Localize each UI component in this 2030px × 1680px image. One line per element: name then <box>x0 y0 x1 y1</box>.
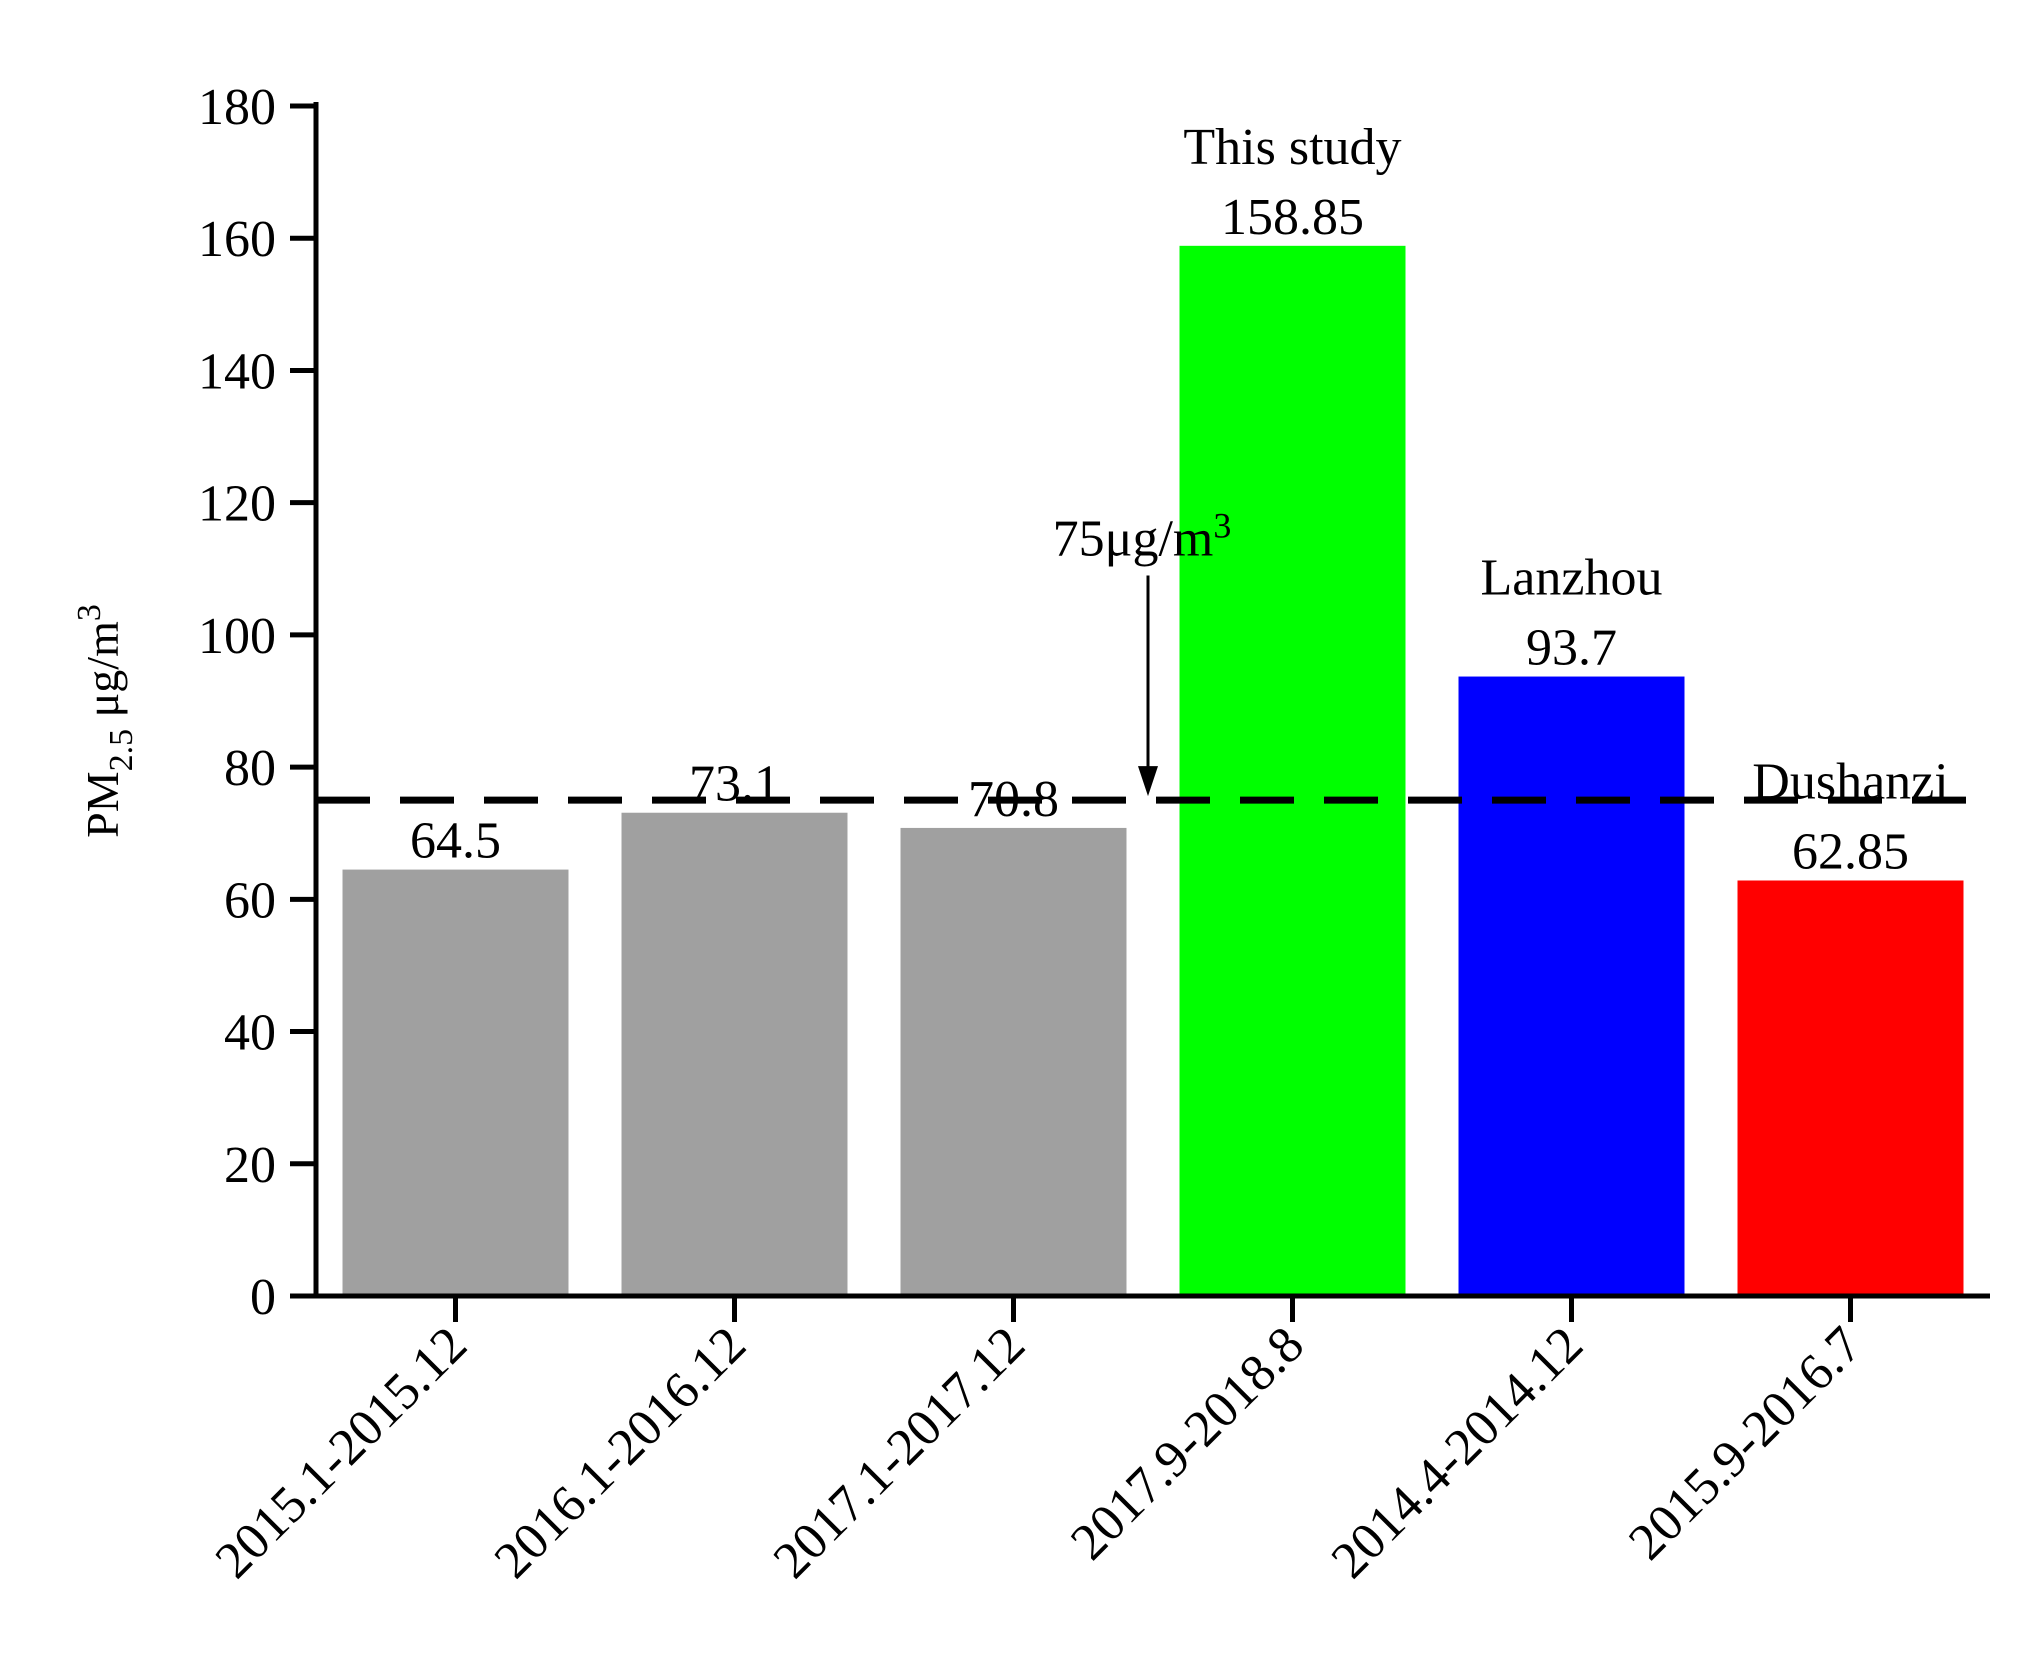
bar-5 <box>1458 676 1685 1296</box>
bar-annotation-4: This study <box>1183 119 1401 176</box>
labels-group: 64.5 73.1 70.8 158.85 This study 93.7 Lanzhou 6… <box>410 119 1949 881</box>
reference-line-group: 75μg/m3 <box>316 506 1990 804</box>
bar-1 <box>342 869 569 1296</box>
value-label-1: 64.5 <box>410 813 501 870</box>
x-tick-label-5: 2014.4-2014.12 <box>1321 1316 1594 1589</box>
bar-annotation-6: Dushanzi <box>1752 753 1948 810</box>
bar-annotation-5: Lanzhou <box>1481 550 1663 607</box>
y-tick-label-120: 120 <box>198 476 276 533</box>
y-tick-label-20: 20 <box>224 1137 276 1194</box>
value-label-5: 93.7 <box>1526 620 1617 677</box>
y-tick-label-80: 80 <box>224 740 276 797</box>
x-tick-label-2: 2016.1-2016.12 <box>484 1316 757 1589</box>
reference-arrow-head <box>1138 766 1158 797</box>
x-tick-label-3: 2017.1-2017.12 <box>763 1316 1036 1589</box>
value-label-3: 70.8 <box>968 771 1059 828</box>
y-tick-label-140: 140 <box>198 343 276 400</box>
y-tick-label-60: 60 <box>224 872 276 929</box>
x-tick-label-4: 2017.9-2018.8 <box>1060 1316 1315 1571</box>
bars-group <box>342 245 1964 1297</box>
x-tick-label-6: 2015.9-2016.7 <box>1618 1316 1873 1571</box>
bar-2 <box>621 812 848 1296</box>
bar-6 <box>1737 880 1964 1296</box>
y-tick-label-180: 180 <box>198 79 276 136</box>
value-label-6: 62.85 <box>1792 823 1909 880</box>
y-axis-label: PM2.5 μg/m3 <box>71 604 140 838</box>
bar-4 <box>1179 245 1406 1297</box>
y-tick-label-0: 0 <box>250 1269 276 1326</box>
reference-line-label: 75μg/m3 <box>1053 506 1232 568</box>
x-tick-label-1: 2015.1-2015.12 <box>205 1316 478 1589</box>
value-label-2: 73.1 <box>689 756 780 813</box>
value-label-4: 158.85 <box>1221 189 1364 246</box>
y-tick-label-160: 160 <box>198 211 276 268</box>
bar-3 <box>900 827 1127 1296</box>
y-tick-label-100: 100 <box>198 608 276 665</box>
y-tick-label-40: 40 <box>224 1005 276 1062</box>
